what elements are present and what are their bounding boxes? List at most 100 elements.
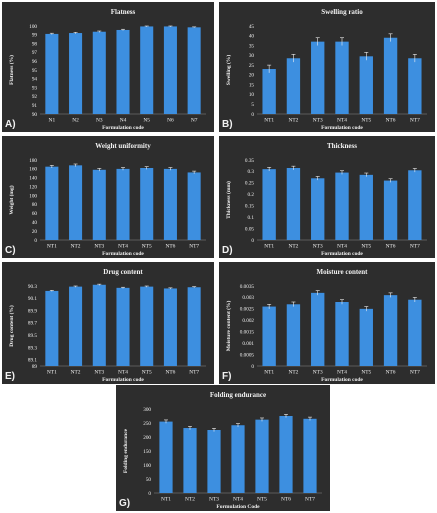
bar-nt5 xyxy=(140,168,154,240)
x-tick-label: NT1 xyxy=(47,244,57,250)
y-tick-label: 0.0015 xyxy=(240,330,255,336)
y-tick-label: 0.3 xyxy=(248,169,255,175)
x-tick-label: NT2 xyxy=(71,370,81,376)
bar-nt7 xyxy=(408,170,422,240)
bar-nt2 xyxy=(286,58,301,114)
x-tick-label: N7 xyxy=(191,118,198,124)
chart-panel-swelling-ratio: Swelling ratio Swelling (%) Formulation co… xyxy=(219,2,435,132)
bar-nt7 xyxy=(408,58,422,114)
bar-n6 xyxy=(163,26,177,114)
bar-nt1 xyxy=(262,306,276,366)
y-tick-label: 0 xyxy=(251,364,254,370)
chart-title: Thickness xyxy=(327,142,357,150)
bar-nt6 xyxy=(383,180,398,240)
y-tick-label: 92 xyxy=(32,94,38,100)
y-tick-label: 60 xyxy=(32,211,38,217)
y-tick-label: 0 xyxy=(251,238,254,244)
bar-nt7 xyxy=(187,172,201,240)
y-tick-label: 120 xyxy=(29,184,37,190)
bar-nt3 xyxy=(311,292,325,366)
y-tick-label: 0.0005 xyxy=(240,352,255,358)
chart-title: Weight uniformity xyxy=(95,142,151,150)
y-tick-label: 140 xyxy=(29,176,37,182)
y-tick-label: 5 xyxy=(251,102,254,108)
y-tick-label: 0.35 xyxy=(245,158,254,164)
x-tick-label: NT6 xyxy=(386,370,396,376)
x-axis-label: Formulation code xyxy=(102,251,144,257)
bar-nt6 xyxy=(383,37,398,114)
chart-thickness: Thickness Thickness (mm) Formulation code 0… xyxy=(225,142,427,257)
x-axis-label: Formulation Code xyxy=(216,504,260,510)
bar-nt1 xyxy=(45,166,59,240)
x-tick-label: NT4 xyxy=(233,497,243,503)
y-tick-label: 20 xyxy=(32,229,38,235)
bar-nt1 xyxy=(159,421,173,493)
bar-nt5 xyxy=(140,286,154,366)
y-tick-label: 0 xyxy=(251,112,254,118)
y-tick-label: 89 xyxy=(32,364,38,370)
chart-title: Folding endurance xyxy=(210,391,266,399)
x-tick-label: NT6 xyxy=(281,497,291,503)
y-tick-label: 98 xyxy=(32,41,38,47)
x-axis-label: Formulation code xyxy=(102,377,144,383)
y-tick-label: 100 xyxy=(29,24,37,30)
bar-nt5 xyxy=(359,56,373,114)
y-tick-label: 96 xyxy=(32,59,38,65)
bar-nt4 xyxy=(335,302,349,366)
bar-n1 xyxy=(45,33,59,114)
x-tick-label: NT6 xyxy=(386,118,396,124)
x-tick-label: NT2 xyxy=(288,244,298,250)
bar-nt2 xyxy=(286,168,301,240)
chart-title: Swelling ratio xyxy=(321,8,363,16)
bar-nt1 xyxy=(45,290,59,366)
x-tick-label: N4 xyxy=(120,118,127,124)
chart-panel-flatness: Flatness Flatness (%) Formulation code 90 91… xyxy=(2,2,214,132)
chart-drug-content: Drug content Drug content (%) Formulation … xyxy=(8,268,206,383)
x-tick-label: NT7 xyxy=(410,244,420,250)
bar-nt1 xyxy=(262,69,276,114)
x-tick-label: NT5 xyxy=(361,118,371,124)
y-tick-label: 0 xyxy=(34,238,37,244)
bar-nt4 xyxy=(116,168,130,240)
bar-nt4 xyxy=(335,41,349,115)
x-tick-label: NT1 xyxy=(264,370,274,376)
x-tick-label: NT5 xyxy=(142,244,152,250)
y-tick-label: 25 xyxy=(249,63,255,69)
y-tick-label: 0.1 xyxy=(248,215,255,221)
x-tick-label: NT4 xyxy=(337,244,347,250)
chart-title: Moisture content xyxy=(317,268,369,276)
y-tick-label: 0.003 xyxy=(242,295,254,301)
chart-panel-drug-content: Drug content Drug content (%) Formulation … xyxy=(2,262,214,384)
x-axis-label: Formulation code xyxy=(102,125,144,131)
x-tick-label: NT7 xyxy=(189,370,199,376)
y-tick-label: 0.0035 xyxy=(240,284,255,290)
x-tick-label: NT5 xyxy=(361,370,371,376)
x-tick-label: NT3 xyxy=(313,370,323,376)
y-tick-label: 100 xyxy=(143,463,151,469)
x-tick-label: N6 xyxy=(167,118,174,124)
chart-panel-folding-endurance: Folding endurance Folding endurance Formul… xyxy=(116,385,330,511)
x-tick-label: N5 xyxy=(143,118,150,124)
y-tick-label: 300 xyxy=(143,407,151,413)
panel-letter: A) xyxy=(5,119,16,130)
bar-nt3 xyxy=(311,41,325,115)
bar-n5 xyxy=(140,26,154,114)
x-tick-label: NT7 xyxy=(305,497,315,503)
bar-nt2 xyxy=(286,304,301,366)
bar-nt2 xyxy=(69,286,83,366)
panel-letter: C) xyxy=(5,245,16,256)
x-tick-label: NT3 xyxy=(94,244,104,250)
bar-nt7 xyxy=(408,299,422,366)
x-tick-label: NT1 xyxy=(161,497,171,503)
bar-nt5 xyxy=(255,419,269,493)
y-tick-label: 0.2 xyxy=(248,192,255,198)
panel-letter: D) xyxy=(222,245,233,256)
y-tick-label: 50 xyxy=(146,477,152,483)
x-tick-label: NT3 xyxy=(313,244,323,250)
bar-nt6 xyxy=(163,288,177,366)
chart-weight-uniformity: Weight uniformity Weight (mg) Formulation … xyxy=(8,142,206,257)
x-tick-label: N3 xyxy=(96,118,103,124)
bar-nt3 xyxy=(207,430,221,493)
x-axis-label: Formulation code xyxy=(321,125,363,131)
x-tick-label: NT7 xyxy=(410,370,420,376)
